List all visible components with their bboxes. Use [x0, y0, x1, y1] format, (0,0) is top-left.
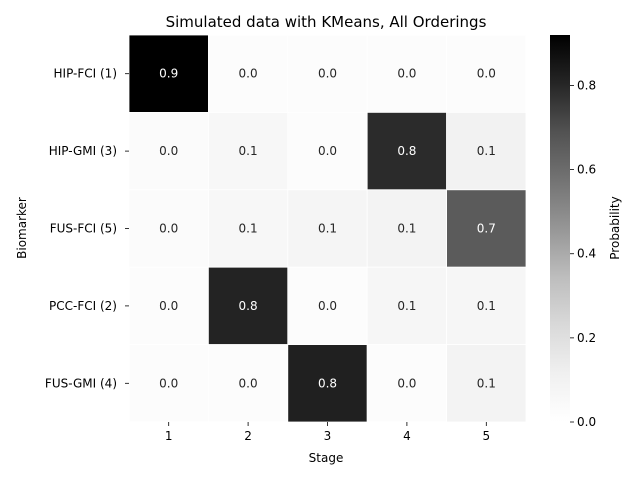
heatmap-cell — [207, 189, 289, 268]
heatmap-cell — [366, 266, 448, 346]
heatmap-cells: 0.9 0.0 0.0 0.0 0.0 0.0 0.1 0.0 0.8 0.1 0.0 0.1 0.1 0… — [128, 34, 527, 423]
heatmap-cell — [446, 34, 527, 113]
heatmap-cell — [446, 112, 527, 191]
y-tick-label: HIP-FCI (1) — [54, 67, 118, 81]
colorbar-tick-label: 0.6 — [577, 163, 596, 177]
heatmap-cell — [446, 344, 527, 423]
heatmap-cell — [446, 266, 527, 346]
cell-value-label: 0.1 — [397, 299, 416, 313]
y-tick-label: PCC-FCI (2) — [49, 299, 117, 313]
heatmap-cell — [446, 189, 527, 268]
y-tick-label: FUS-FCI (5) — [50, 222, 117, 236]
cell-value-label: 0.0 — [397, 376, 416, 390]
x-tick-label: 5 — [482, 429, 490, 443]
colorbar-tick-label: 0.0 — [577, 415, 596, 429]
cell-value-label: 0.1 — [477, 376, 496, 390]
cell-value-label: 0.0 — [397, 67, 416, 81]
cell-value-label: 0.0 — [159, 222, 178, 236]
x-tick-label: 4 — [403, 429, 411, 443]
heatmap-cell — [207, 34, 289, 113]
cell-value-label: 0.1 — [318, 222, 337, 236]
x-tick-label: 1 — [165, 429, 173, 443]
cell-value-label: 0.9 — [159, 67, 178, 81]
colorbar-tick-label: 0.8 — [577, 78, 596, 92]
x-tick-label: 2 — [244, 429, 252, 443]
y-tick-label: FUS-GMI (4) — [45, 376, 117, 390]
cell-value-label: 0.1 — [397, 222, 416, 236]
cell-value-label: 0.0 — [159, 299, 178, 313]
cell-value-label: 0.0 — [159, 376, 178, 390]
heatmap-cell — [366, 189, 448, 268]
cell-value-label: 0.0 — [318, 299, 337, 313]
cell-value-label: 0.0 — [239, 376, 258, 390]
cell-value-label: 0.0 — [159, 144, 178, 158]
cell-value-label: 0.1 — [239, 222, 258, 236]
colorbar-label: Probability — [608, 196, 622, 259]
cell-value-label: 0.0 — [318, 67, 337, 81]
chart-title: Simulated data with KMeans, All Ordering… — [166, 13, 487, 31]
cell-value-label: 0.0 — [239, 67, 258, 81]
colorbar-ticks: 0.0 0.2 0.4 0.6 0.8 — [570, 78, 596, 429]
heatmap-cell — [207, 344, 289, 423]
colorbar — [550, 35, 570, 422]
heatmap-cell — [207, 266, 289, 346]
cell-value-label: 0.7 — [477, 222, 496, 236]
cell-value-label: 0.8 — [239, 299, 258, 313]
heatmap-cell — [287, 34, 368, 113]
x-axis-ticks: 1 2 3 4 5 — [165, 422, 490, 443]
heatmap-cell — [287, 266, 368, 346]
heatmap-cell — [128, 344, 209, 423]
heatmap-cell — [128, 112, 209, 191]
heatmap-cell — [287, 112, 368, 191]
heatmap-cell — [287, 189, 368, 268]
y-axis-label: Biomarker — [15, 197, 29, 259]
cell-value-label: 0.8 — [318, 376, 337, 390]
colorbar-tick-label: 0.4 — [577, 247, 596, 261]
heatmap-cell — [128, 34, 209, 113]
y-axis-ticks: HIP-FCI (1) HIP-GMI (3) FUS-FCI (5) PCC-FCI… — [45, 67, 129, 390]
x-axis-label: Stage — [309, 451, 344, 465]
cell-value-label: 0.0 — [477, 67, 496, 81]
heatmap-cell — [366, 34, 448, 113]
y-tick-label: HIP-GMI (3) — [49, 144, 117, 158]
x-tick-label: 3 — [324, 429, 332, 443]
cell-value-label: 0.0 — [318, 144, 337, 158]
cell-value-label: 0.1 — [477, 144, 496, 158]
cell-value-label: 0.8 — [397, 144, 416, 158]
colorbar-tick-label: 0.2 — [577, 331, 596, 345]
cell-value-label: 0.1 — [477, 299, 496, 313]
heatmap-cell — [287, 344, 368, 423]
cell-value-label: 0.1 — [239, 144, 258, 158]
